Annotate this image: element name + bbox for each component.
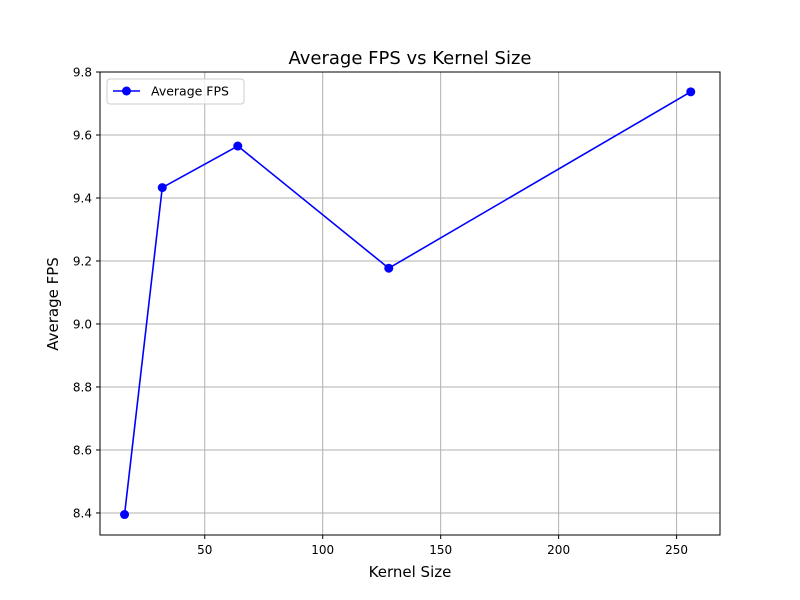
data-point: [157, 183, 167, 193]
x-tick-label: 100: [311, 543, 334, 557]
x-tick-label: 150: [429, 543, 452, 557]
grid-lines: [100, 71, 720, 535]
y-tick-label: 9.0: [73, 317, 92, 331]
x-axis-label: Kernel Size: [369, 563, 452, 581]
axes-frame: [99, 71, 721, 536]
legend-box: [106, 78, 245, 105]
data-point: [233, 141, 243, 151]
y-tick-label: 9.6: [73, 128, 92, 142]
y-tick-label: 8.8: [73, 380, 92, 394]
legend-marker-sample: [122, 86, 131, 96]
x-tick-label: 50: [197, 543, 212, 557]
x-axis: 50 100 150 200 250: [197, 535, 688, 557]
y-tick-label: 9.8: [73, 66, 92, 80]
data-point: [120, 510, 130, 520]
legend: Average FPS: [106, 78, 245, 105]
y-tick-label: 8.6: [73, 443, 92, 457]
y-axis: 8.4 8.6 8.8 9.0 9.2 9.4 9.6 9.8: [73, 66, 100, 520]
y-tick-label: 9.2: [73, 254, 92, 268]
legend-label: Average FPS: [151, 84, 229, 99]
x-tick-label: 200: [547, 543, 570, 557]
y-axis-label: Average FPS: [44, 257, 62, 351]
plot-area: [120, 87, 696, 520]
data-point: [686, 87, 696, 97]
x-tick-label: 250: [665, 543, 688, 557]
chart-title: Average FPS vs Kernel Size: [289, 48, 532, 69]
y-tick-label: 8.4: [73, 506, 92, 520]
data-point: [384, 263, 394, 273]
y-tick-label: 9.4: [73, 191, 92, 205]
